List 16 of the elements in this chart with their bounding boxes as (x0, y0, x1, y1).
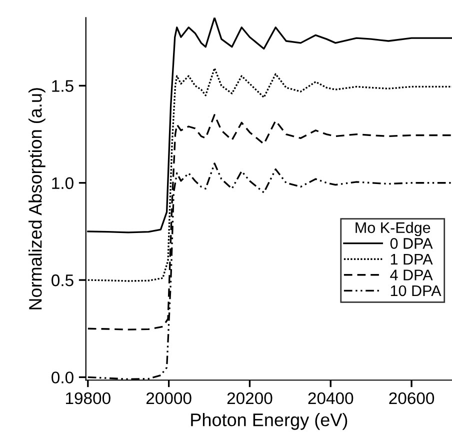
legend-label: 4 DPA (390, 270, 433, 280)
legend-label: 1 DPA (390, 254, 433, 264)
legend-title: Mo K-Edge (356, 222, 430, 236)
y-tick-label: 0.0 (52, 372, 74, 384)
x-tick-label: 20600 (389, 392, 434, 404)
x-tick-label: 20400 (308, 392, 354, 404)
legend-label: 10 DPA (390, 285, 442, 296)
legend-label: 0 DPA (390, 238, 433, 249)
x-axis-title: Photon Energy (eV) (191, 413, 348, 430)
y-tick-label: 0.5 (52, 274, 74, 286)
y-tick-label: 1.0 (52, 177, 74, 190)
y-axis-title: Normalized Absorption (a.u) (28, 88, 46, 310)
x-tick-label: 19800 (66, 392, 110, 404)
y-tick-label: 1.5 (52, 80, 74, 92)
x-tick-label: 20200 (227, 392, 272, 404)
x-tick-label: 20000 (146, 392, 192, 404)
